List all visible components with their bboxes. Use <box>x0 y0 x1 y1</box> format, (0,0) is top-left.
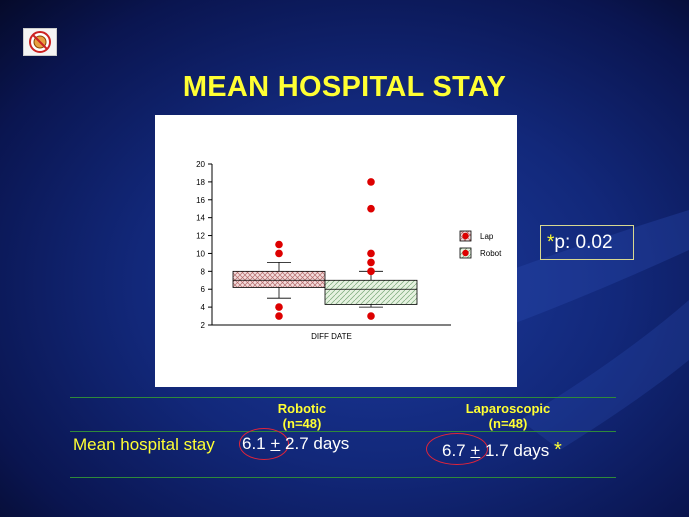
cell-laparoscopic-value: 6.7 + 1.7 days * <box>442 439 562 462</box>
y-tick-label: 18 <box>196 178 205 187</box>
cell-robotic-value: 6.1 + 2.7 days <box>242 434 349 454</box>
column-header-laparoscopic-name: Laparoscopic <box>465 401 551 416</box>
column-header-robotic-n: (n=48) <box>282 416 322 431</box>
p-value-text: p: 0.02 <box>554 232 613 253</box>
outlier-point <box>367 312 375 320</box>
box-plot: 2 4 6 8 10 12 14 16 18 20 DIFF DATE Lap Robot <box>196 160 502 341</box>
box-lap <box>232 240 326 320</box>
robotic-mean: 6.1 <box>242 434 266 453</box>
highlight-oval-laparoscopic <box>426 433 488 465</box>
table-bottom-rule <box>70 477 616 478</box>
p-value-box: *p: 0.02 <box>540 225 634 260</box>
y-tick-label: 2 <box>201 321 206 330</box>
row-label-mean-stay: Mean hospital stay <box>73 435 215 454</box>
lap-sd-days: 1.7 days <box>485 441 550 460</box>
y-tick-label: 4 <box>201 303 206 312</box>
legend-label: Lap <box>480 232 494 241</box>
y-tick-label: 14 <box>196 214 205 223</box>
outlier-point <box>275 303 283 311</box>
lap-plus-minus: + <box>470 441 481 460</box>
y-tick-label: 20 <box>196 160 205 169</box>
box-robot <box>324 178 418 320</box>
outlier-point <box>367 267 375 276</box>
x-axis-label: DIFF DATE <box>311 332 352 341</box>
legend-label: Robot <box>480 249 502 258</box>
y-tick-label: 10 <box>196 249 205 258</box>
outlier-point <box>367 258 375 267</box>
outlier-point <box>367 178 375 186</box>
outlier-point <box>275 240 283 249</box>
chart-panel: 2 4 6 8 10 12 14 16 18 20 DIFF DATE Lap Robot <box>155 115 517 387</box>
significance-star: * <box>547 232 555 253</box>
column-header-laparoscopic: Laparoscopic (n=48) <box>448 401 568 431</box>
column-header-robotic-name: Robotic <box>277 401 327 416</box>
column-header-laparoscopic-n: (n=48) <box>488 416 528 431</box>
outlier-point <box>367 249 375 258</box>
outlier-point <box>275 312 283 320</box>
box-iqr <box>232 270 326 288</box>
table-top-rule <box>70 397 616 398</box>
lap-mean: 6.7 <box>442 441 466 460</box>
outlier-point <box>367 204 375 213</box>
legend-marker <box>462 232 469 240</box>
lap-significance-star: * <box>554 439 562 461</box>
legend-marker <box>462 249 469 257</box>
y-tick-label: 12 <box>196 232 205 241</box>
robotic-plus-minus: + <box>270 434 281 453</box>
box-iqr <box>324 279 418 305</box>
column-header-robotic: Robotic (n=48) <box>252 401 352 431</box>
logo <box>23 28 57 56</box>
table-header-rule <box>70 431 616 432</box>
highlight-oval-robotic <box>239 428 289 460</box>
outlier-point <box>275 249 283 258</box>
y-tick-label: 8 <box>201 267 206 276</box>
y-tick-label: 6 <box>201 285 206 294</box>
slide-title: MEAN HOSPITAL STAY <box>182 71 507 103</box>
y-tick-label: 16 <box>196 196 205 205</box>
robotic-sd-days: 2.7 days <box>285 434 350 453</box>
